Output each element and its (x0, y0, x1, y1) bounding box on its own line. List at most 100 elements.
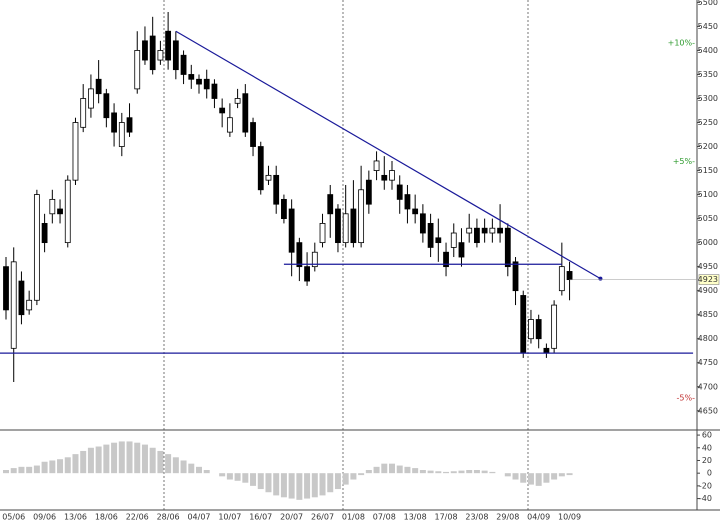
candle-body (389, 170, 395, 181)
y-tick-label: 5300 (698, 94, 718, 103)
y-tick-label: 5000 (698, 238, 718, 247)
candle-body (95, 78, 102, 95)
bar (304, 473, 311, 499)
bar (149, 447, 156, 474)
bar (334, 473, 341, 490)
candle-body (566, 271, 573, 281)
bar (257, 473, 264, 490)
candle-body (404, 194, 411, 210)
candle-body (172, 40, 179, 71)
bar (311, 473, 318, 498)
candle-body (396, 184, 403, 200)
bar (527, 473, 534, 485)
y-tick-label: 4650 (698, 406, 718, 415)
candle-body (118, 122, 125, 147)
bar (49, 460, 56, 474)
candle-body (466, 227, 473, 234)
bar (481, 470, 488, 474)
candle-body (497, 227, 503, 234)
candle-body (188, 74, 195, 80)
y-tick-label: 60 (702, 431, 712, 440)
bar (404, 466, 411, 474)
candle-body (88, 88, 94, 109)
candle-body (26, 299, 33, 311)
candle-body (458, 242, 465, 258)
bar (512, 473, 519, 480)
candle-body (535, 319, 542, 340)
candle-body (311, 251, 318, 268)
bar (188, 463, 195, 474)
x-tick-label: 16/07 (249, 513, 272, 522)
candle-body (512, 261, 519, 292)
x-tick-label: 22/06 (126, 513, 149, 522)
bar (412, 468, 419, 474)
candle-body (288, 208, 295, 253)
bar (458, 470, 465, 474)
bar (172, 457, 179, 474)
candle-body (543, 347, 550, 354)
candle-body (226, 117, 233, 133)
y-tick-label: 4950 (698, 262, 718, 271)
bar (226, 473, 233, 480)
x-tick-label: 26/07 (311, 513, 334, 522)
bar (358, 473, 365, 476)
bar (273, 473, 280, 496)
y-tick-label: -20 (699, 481, 712, 490)
y-tick-label: 5450 (698, 22, 718, 31)
x-tick-label: 29/08 (496, 513, 519, 522)
candle-body (450, 232, 457, 248)
candle-body (80, 98, 87, 128)
y-tick-label: 0 (707, 469, 712, 478)
bar (466, 470, 473, 474)
bar (443, 471, 450, 474)
bar (288, 473, 295, 499)
y-tick-label: 4750 (698, 358, 718, 367)
bar (3, 470, 9, 474)
candle-body (211, 83, 218, 99)
y-tick-label: 4850 (698, 310, 718, 319)
candle-body (443, 251, 449, 268)
x-tick-label: 28/06 (157, 513, 180, 522)
bar (543, 473, 550, 483)
candle-body (412, 208, 419, 215)
candle-body (474, 227, 480, 244)
bar (419, 470, 426, 474)
candle-body (419, 213, 426, 234)
candle-body (489, 227, 496, 234)
bar (165, 454, 172, 474)
candle-body (265, 174, 272, 181)
trend-end-dot (598, 276, 603, 281)
bar (118, 441, 125, 474)
bar (265, 473, 272, 493)
bar (373, 466, 380, 474)
bar (234, 473, 241, 481)
bar (504, 473, 511, 477)
candle-body (296, 242, 303, 268)
x-tick-label: 17/08 (435, 513, 458, 522)
bar (72, 454, 79, 474)
bar (157, 450, 164, 474)
bar (95, 446, 102, 474)
y-tick-label: 5050 (698, 214, 718, 223)
bar (103, 444, 110, 474)
candle-body (234, 98, 241, 104)
candle-body (250, 122, 256, 147)
separators (163, 0, 529, 510)
candle-body (242, 93, 249, 133)
bar (520, 473, 527, 483)
bar (381, 463, 388, 474)
x-tick-label: 09/06 (33, 513, 56, 522)
bar (134, 442, 141, 474)
candle-body (528, 319, 534, 340)
candle-body (142, 40, 148, 61)
x-tick-label: 20/07 (280, 513, 303, 522)
y-tick-label: 20 (702, 456, 712, 465)
candle-body (273, 174, 280, 205)
y-tick-label: 40 (702, 443, 712, 452)
bar (57, 459, 64, 474)
candle-body (18, 280, 25, 316)
bar (489, 471, 496, 474)
bar (342, 473, 349, 485)
